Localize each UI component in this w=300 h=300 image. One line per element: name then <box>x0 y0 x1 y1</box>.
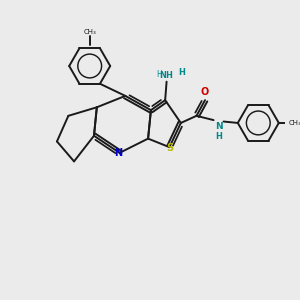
Text: N: N <box>114 148 122 158</box>
Text: N: N <box>215 122 223 130</box>
Text: NH: NH <box>160 71 173 80</box>
Text: H: H <box>157 70 162 79</box>
Text: O: O <box>201 87 209 97</box>
Text: S: S <box>166 143 173 153</box>
Text: H: H <box>178 68 185 77</box>
Text: H: H <box>215 132 222 141</box>
Text: CH₃: CH₃ <box>289 120 300 126</box>
Text: CH₃: CH₃ <box>83 29 96 35</box>
